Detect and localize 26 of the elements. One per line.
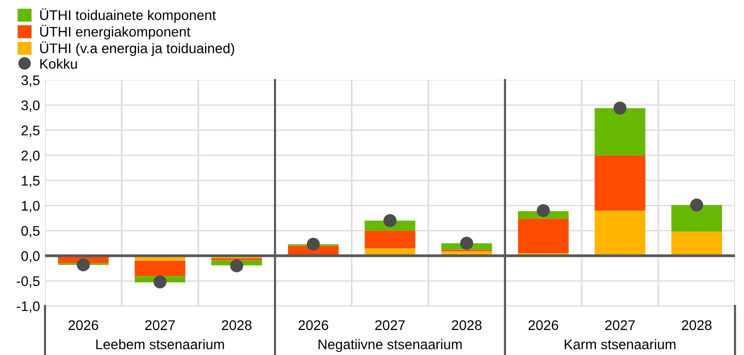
y-tick-label: 1,0 — [22, 200, 40, 212]
legend-label: Kokku — [40, 58, 77, 69]
x-tick-label: 2027 — [145, 320, 175, 330]
x-tick-label: 2028 — [222, 320, 252, 330]
y-tick-label: 2,5 — [22, 126, 40, 138]
y-tick-label: 1,5 — [22, 176, 40, 188]
legend-label: ÜTHI energiakomponent — [40, 24, 190, 40]
x-tick-label: 2028 — [682, 320, 712, 330]
x-tick-label: 2027 — [375, 320, 405, 330]
text: Karm stsenaarium — [564, 339, 676, 350]
x-tick-label: 2026 — [68, 320, 98, 330]
x-tick-label: 2027 — [605, 320, 635, 330]
y-tick-label: 3,0 — [21, 100, 40, 112]
x-tick-label: 2026 — [298, 320, 328, 330]
y-tick-label: -1,0 — [16, 301, 40, 313]
text: Leebem stsenaarium — [96, 339, 224, 350]
y-tick-label: 3,5 — [21, 75, 40, 87]
legend-label: ÜTHI (v.a energia ja toiduained) — [40, 42, 234, 56]
y-tick-label: 0,0 — [21, 251, 40, 263]
text: Negatiivne stsenaarium — [318, 339, 462, 352]
y-tick-label: -0,5 — [16, 276, 40, 288]
x-tick-label: 2028 — [452, 320, 482, 330]
y-tick-label: 0,5 — [21, 226, 40, 238]
y-tick-label: 2,0 — [22, 150, 40, 162]
legend-label: ÜTHI toiduainete komponent — [40, 8, 216, 23]
x-tick-label: 2026 — [528, 320, 558, 330]
